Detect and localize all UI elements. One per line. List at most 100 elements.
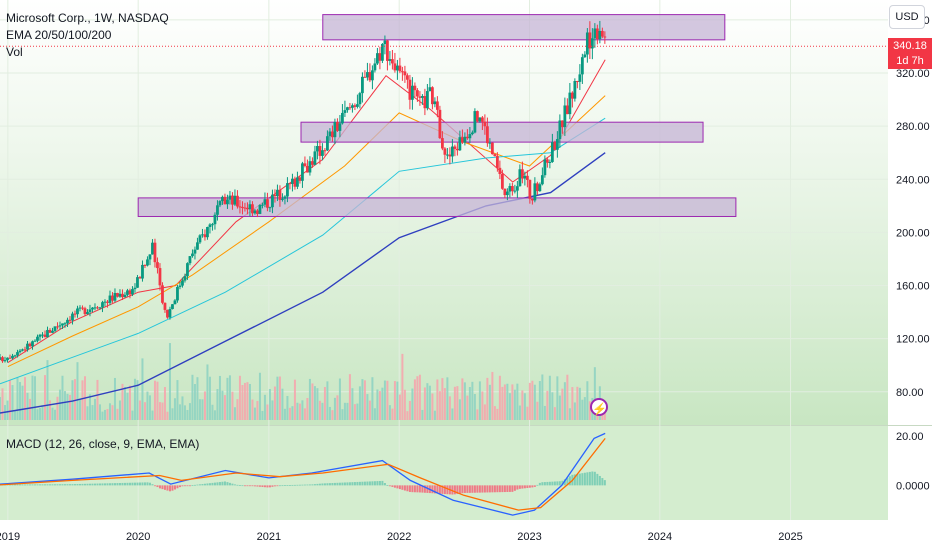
candle-body <box>168 309 172 318</box>
volume-bar <box>146 391 149 420</box>
symbol-legend[interactable]: Microsoft Corp., 1W, NASDAQ <box>6 11 169 25</box>
macd-histogram-bar <box>303 484 306 486</box>
macd-histogram-bar <box>548 481 551 486</box>
macd-histogram-bar <box>166 485 169 491</box>
volume-bar <box>41 405 44 420</box>
volume-bar <box>313 386 316 420</box>
candle-body <box>193 249 197 254</box>
candle-body <box>176 287 179 301</box>
macd-histogram-bar <box>521 485 524 489</box>
lightning-icon[interactable]: ⚡ <box>590 398 608 416</box>
macd-histogram-bar <box>306 484 309 486</box>
price-zone-box[interactable] <box>137 197 737 217</box>
macd-legend[interactable]: MACD (12, 26, close, 9, EMA, EMA) <box>6 437 200 451</box>
macd-histogram-bar <box>381 480 384 486</box>
candle-body <box>6 357 9 361</box>
candle-body <box>433 101 437 105</box>
candle-body <box>153 242 157 263</box>
volume-bar <box>581 399 584 420</box>
macd-histogram-bar <box>388 485 391 487</box>
time-axis[interactable]: 2019 2020 2021 2022 2023 2024 2025 <box>0 531 803 543</box>
price-zone-box[interactable] <box>322 14 726 41</box>
macd-histogram-bar <box>196 484 199 486</box>
candle-body <box>573 80 577 99</box>
macd-histogram-bar <box>278 485 281 487</box>
volume-bar <box>76 362 79 420</box>
candle-body <box>218 201 222 206</box>
candle-body <box>438 109 442 139</box>
volume-bar <box>141 358 144 420</box>
candle-body <box>493 154 497 157</box>
volume-bar <box>331 410 334 420</box>
candle-body <box>248 204 252 210</box>
volume-bar <box>561 388 564 420</box>
macd-histogram-bar <box>556 481 559 486</box>
macd-histogram-bar <box>443 485 446 495</box>
candle-body <box>460 137 464 143</box>
currency-button[interactable]: USD <box>889 5 925 29</box>
candle-body <box>356 104 359 107</box>
candle-body <box>518 169 522 187</box>
volume-bar <box>203 391 206 420</box>
macd-histogram-bar <box>91 483 94 486</box>
macd-histogram-bar <box>533 485 536 487</box>
volume-bar <box>111 405 114 420</box>
candle-body <box>548 161 552 163</box>
candle-body <box>33 340 37 342</box>
candle-body <box>26 343 29 350</box>
candle-body <box>1 357 4 362</box>
candle-body <box>448 154 452 157</box>
candle-body <box>181 280 184 286</box>
volume-legend[interactable]: Vol <box>6 45 23 59</box>
macd-histogram-bar <box>181 485 184 487</box>
macd-histogram-bar <box>238 485 241 486</box>
volume-bar <box>223 395 226 420</box>
candle-body <box>206 227 209 238</box>
candle-body <box>508 186 512 192</box>
candlesticks <box>0 20 607 363</box>
candle-body <box>480 117 484 122</box>
candle-body <box>286 183 289 197</box>
macd-tick-label: 0.0000 <box>896 480 930 492</box>
volume-bar <box>543 405 546 420</box>
volume-bar <box>333 397 336 420</box>
volume-bar <box>113 377 116 420</box>
candle-body <box>398 65 402 72</box>
macd-histogram-bar <box>566 477 569 486</box>
candle-body <box>525 175 529 180</box>
macd-histogram-bar <box>291 484 294 486</box>
candle-body <box>430 87 434 105</box>
candle-body <box>505 191 509 196</box>
time-tick-label: 2024 <box>648 531 672 543</box>
volume-bar <box>538 381 541 420</box>
volume-bar <box>593 367 596 420</box>
price-zone-box[interactable] <box>300 121 704 143</box>
macd-histogram-bar <box>208 483 211 486</box>
macd-histogram-bar <box>311 484 314 486</box>
candle-body <box>203 234 207 238</box>
macd-histogram-bar <box>271 485 274 487</box>
macd-histogram-bar <box>211 482 214 486</box>
support-resistance-zones[interactable] <box>137 14 737 217</box>
candle-body <box>36 336 39 341</box>
price-axis[interactable]: 80.00 120.00 160.00 200.00 240.00 280.00 320.0… <box>896 15 930 399</box>
volume-bar <box>68 394 71 420</box>
ema-legend[interactable]: EMA 20/50/100/200 <box>6 28 112 42</box>
volume-bar <box>346 402 349 420</box>
macd-histogram-bar <box>316 483 319 486</box>
macd-histogram-bar <box>536 484 539 486</box>
macd-histogram-bar <box>503 485 506 493</box>
candle-body <box>48 329 52 333</box>
macd-histogram-bar <box>368 481 371 486</box>
volume-bar <box>586 381 589 420</box>
macd-axis[interactable]: 20.00 0.0000 <box>896 431 930 492</box>
candle-body <box>213 214 217 225</box>
macd-histogram-bar <box>453 485 456 495</box>
volume-bar <box>148 395 151 420</box>
candle-body <box>223 196 227 205</box>
volume-bar <box>63 391 66 420</box>
volume-bar <box>326 381 329 420</box>
candle-body <box>201 234 204 236</box>
macd-histogram-bar <box>603 480 606 486</box>
